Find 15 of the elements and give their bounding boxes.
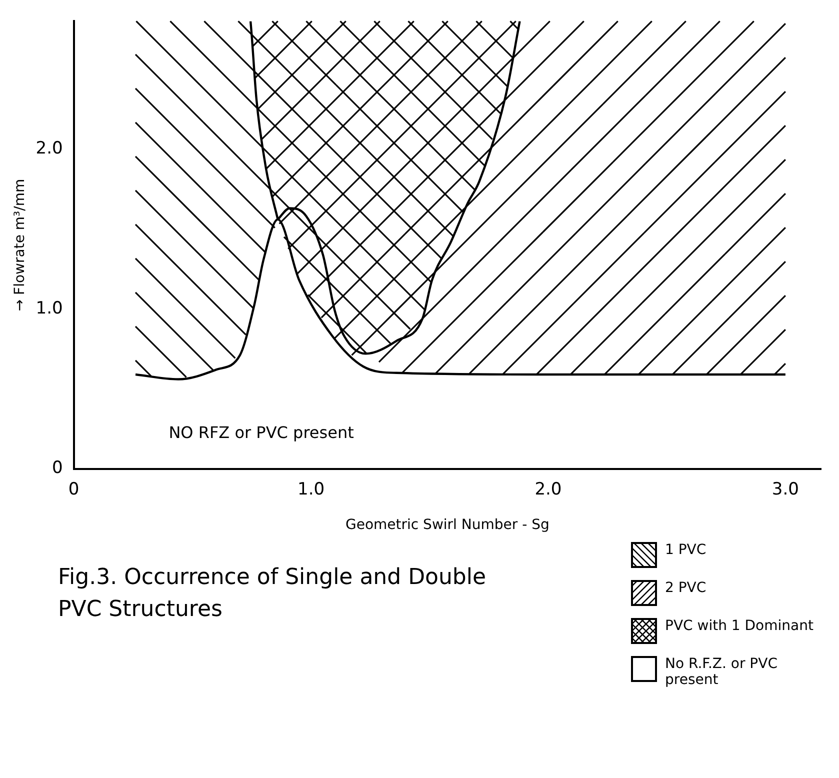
x-tick-label: 1.0 <box>298 479 325 500</box>
x-tick-label: 2.0 <box>534 479 562 500</box>
y-tick-label: 0 <box>52 458 63 478</box>
y-tick-label: 1.0 <box>36 298 63 318</box>
y-axis-title: → Flowrate m³/mm <box>12 178 28 312</box>
x-tick-label: 3.0 <box>772 479 799 500</box>
y-tick-label: 2.0 <box>36 138 63 159</box>
text: 1 PVC <box>665 542 706 558</box>
x-tick-label: 0 <box>68 479 80 500</box>
text: No R.F.Z. or PVC present <box>665 656 778 688</box>
annotation: NO RFZ or PVC present <box>168 422 354 442</box>
text: Fig.3. Occurrence of Single and Double PVC Structures <box>58 564 488 624</box>
x-axis-title: Geometric Swirl Number - Sg <box>345 517 550 534</box>
text: PVC with 1 Dominant <box>665 618 814 634</box>
text: 2 PVC <box>665 580 706 596</box>
